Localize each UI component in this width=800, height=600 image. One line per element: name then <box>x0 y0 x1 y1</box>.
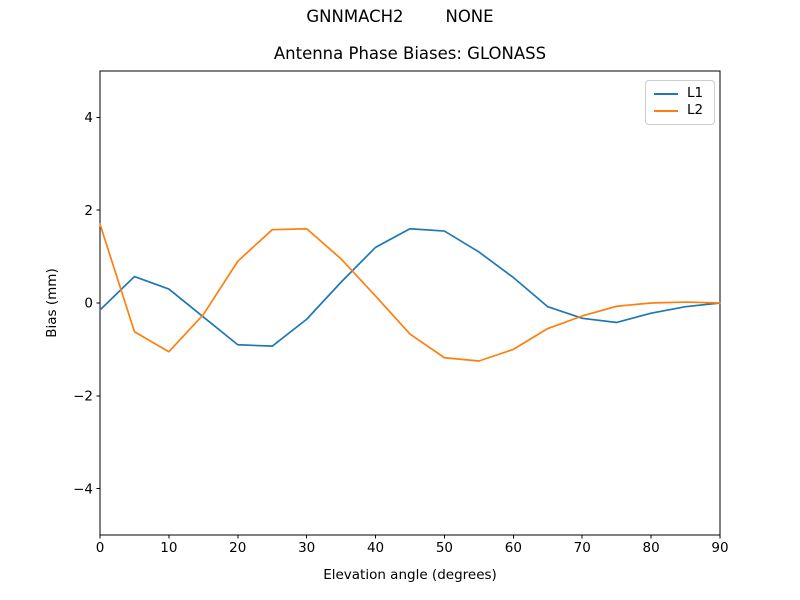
legend-item-l1: L1 <box>654 87 706 101</box>
chart-title: Antenna Phase Biases: GLONASS <box>273 44 547 63</box>
y-tick-label: 0 <box>84 296 93 312</box>
x-axis-label: Elevation angle (degrees) <box>323 567 497 583</box>
x-tick-label: 50 <box>436 540 453 556</box>
l1-line-swatch <box>654 93 678 96</box>
x-tick-label: 40 <box>367 540 384 556</box>
y-tick-label: 2 <box>84 203 93 219</box>
y-tick-label: −4 <box>73 481 93 497</box>
plot-area-border <box>99 70 721 536</box>
x-tick-label: 90 <box>711 540 728 556</box>
y-tick-label: 4 <box>84 110 93 126</box>
x-tick-label: 10 <box>160 540 177 556</box>
x-tick-label: 0 <box>96 540 105 556</box>
legend-label-l1: L1 <box>687 85 704 102</box>
series-line-l2 <box>99 223 721 362</box>
x-tick-label: 70 <box>574 540 591 556</box>
x-tick-label: 20 <box>229 540 246 556</box>
y-axis-label: Bias (mm) <box>44 268 60 338</box>
x-tick-label: 80 <box>643 540 660 556</box>
x-tick-label: 30 <box>298 540 315 556</box>
series-line-l1 <box>99 227 721 348</box>
legend-label-l2: L2 <box>687 102 704 119</box>
x-tick-label: 60 <box>505 540 522 556</box>
y-tick-label: −2 <box>73 389 93 405</box>
l2-line-swatch <box>654 109 678 112</box>
legend: L1 L2 <box>645 80 715 125</box>
legend-item-l2: L2 <box>654 104 706 118</box>
figure-suptitle: GNNMACH2 NONE <box>306 7 494 26</box>
